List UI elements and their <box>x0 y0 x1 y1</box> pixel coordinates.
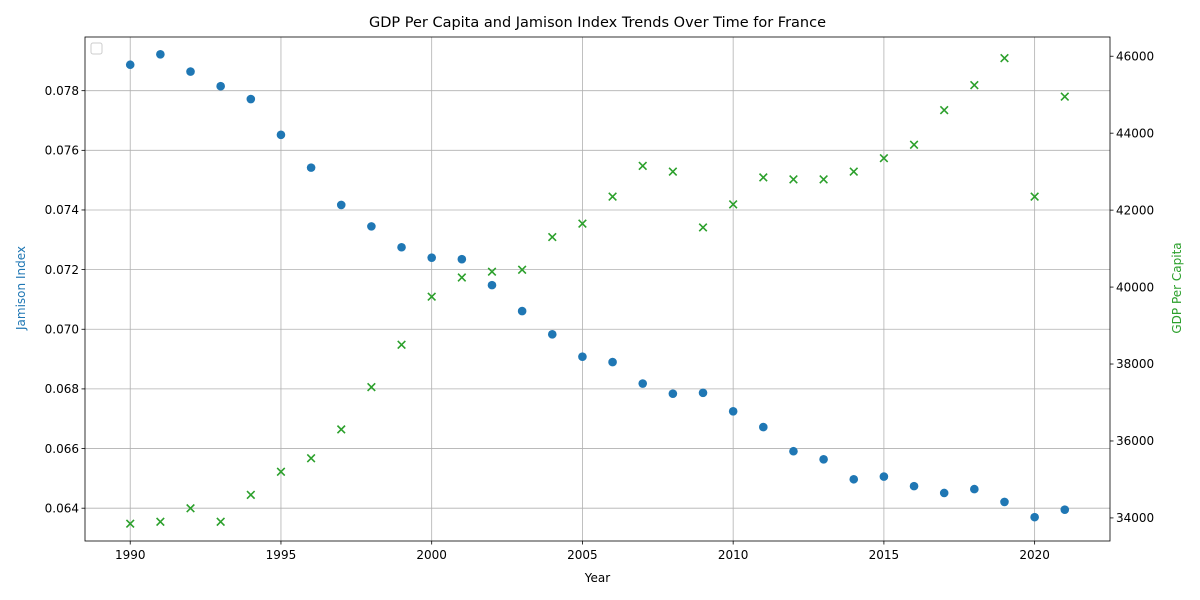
jamison-index-point <box>397 242 406 252</box>
jamison-index-point <box>487 280 497 290</box>
right-y-tick-label: 44000 <box>1116 126 1154 140</box>
grid <box>85 37 1110 541</box>
jamison-index-point <box>849 474 859 484</box>
gdp-per-capita-point <box>336 425 346 434</box>
left-y-tick-label: 0.074 <box>45 203 79 217</box>
jamison-index-point <box>156 49 165 59</box>
gdp-per-capita-point <box>608 192 617 202</box>
jamison-index-point <box>125 60 135 70</box>
gdp-per-capita-point <box>909 140 919 150</box>
gdp-per-capita-point <box>125 519 135 529</box>
jamison-index-point <box>970 484 979 494</box>
x-tick-label: 1995 <box>266 548 297 562</box>
gdp-per-capita-point <box>306 453 316 463</box>
gdp-per-capita-point <box>246 490 256 500</box>
jamison-index-point <box>789 446 798 456</box>
left-y-tick-label: 0.078 <box>45 84 79 98</box>
gdp-per-capita-point <box>879 153 889 163</box>
right-y-tick-label: 42000 <box>1116 203 1154 217</box>
jamison-index-point <box>547 330 557 339</box>
plot-frame <box>84 36 1111 542</box>
gdp-per-capita-point <box>969 80 979 90</box>
jamison-index-point <box>186 67 195 76</box>
gdp-per-capita-point <box>397 340 406 350</box>
left-y-tick-label: 0.070 <box>45 322 79 336</box>
jamison-index-point <box>1000 497 1009 507</box>
jamison-index-point <box>1030 512 1039 522</box>
right-y-tick-label: 38000 <box>1116 357 1154 371</box>
gdp-per-capita-point <box>939 105 949 115</box>
jamison-index-point <box>939 488 949 498</box>
jamison-index-point <box>759 422 768 432</box>
right-y-axis-title: GDP Per Capita <box>1170 242 1184 333</box>
gdp-per-capita-point <box>1030 192 1039 202</box>
gdp-per-capita-point <box>487 267 497 277</box>
gdp-per-capita-point <box>186 503 195 513</box>
gdp-per-capita-point <box>276 467 286 477</box>
jamison-index-point <box>909 481 919 491</box>
gdp-per-capita-point <box>789 174 798 184</box>
jamison-index-point <box>608 357 617 367</box>
jamison-index-point <box>336 200 346 210</box>
jamison-index-point <box>819 454 828 464</box>
jamison-index-point <box>578 352 587 361</box>
gdp-per-capita-point <box>758 173 768 182</box>
gdp-per-capita-point <box>216 517 226 527</box>
jamison-index-point <box>246 94 256 104</box>
jamison-index-point <box>306 163 316 172</box>
jamison-index-point <box>517 306 527 316</box>
gdp-per-capita-point <box>638 161 648 171</box>
x-tick-label: 2000 <box>416 548 447 562</box>
x-tick-label: 2020 <box>1019 548 1050 562</box>
gdp-per-capita-point <box>156 517 165 527</box>
jamison-index-point <box>427 253 436 262</box>
left-y-tick-label: 0.068 <box>45 382 79 396</box>
left-y-axis-title: Jamison Index <box>14 246 28 331</box>
gdp-per-capita-point <box>668 167 678 177</box>
right-y-tick-label: 46000 <box>1116 49 1154 63</box>
jamison-index-point <box>668 389 678 398</box>
jamison-index-point <box>457 254 467 264</box>
jamison-index-point <box>728 406 738 416</box>
gdp-per-capita-point <box>367 382 376 392</box>
gdp-per-capita-point <box>547 232 557 242</box>
jamison-index-point <box>638 379 648 388</box>
x-tick-label: 2005 <box>567 548 598 562</box>
left-y-tick-label: 0.076 <box>45 144 79 158</box>
jamison-index-point <box>1060 505 1070 514</box>
jamison-index-point <box>698 388 708 398</box>
gdp-per-capita-point <box>698 223 708 232</box>
axes: 0.064 0.066 0.068 0.070 0.072 0.074 0.076 0.078… <box>45 36 1154 562</box>
left-y-tick-label: 0.066 <box>45 442 79 456</box>
legend <box>90 42 103 55</box>
left-y-tick-label: 0.064 <box>45 501 79 515</box>
right-y-tick-label: 36000 <box>1116 434 1154 448</box>
right-y-tick-label: 40000 <box>1116 280 1154 294</box>
gdp-per-capita-point <box>427 292 437 302</box>
gdp-per-capita-point <box>728 199 738 209</box>
gdp-per-capita-point <box>578 219 587 228</box>
gdp-per-capita-point <box>517 265 527 275</box>
jamison-index-point <box>276 130 286 140</box>
x-tick-label: 2015 <box>869 548 900 562</box>
gdp-per-capita-point <box>457 273 467 282</box>
gdp-per-capita-point <box>819 174 828 184</box>
x-axis-title: Year <box>584 571 610 585</box>
gdp-per-capita-point <box>1000 53 1009 63</box>
x-tick-label: 1990 <box>115 548 146 562</box>
jamison-index-point <box>367 222 376 231</box>
jamison-index-point <box>216 81 225 91</box>
gdp-per-capita-point <box>849 167 859 177</box>
chart-title: GDP Per Capita and Jamison Index Trends … <box>369 15 826 31</box>
right-y-tick-label: 34000 <box>1116 511 1154 525</box>
data-points <box>125 49 1070 529</box>
x-tick-label: 2010 <box>718 548 749 562</box>
gdp-per-capita-point <box>1060 92 1070 101</box>
left-y-tick-label: 0.072 <box>45 263 79 277</box>
jamison-index-point <box>879 472 889 481</box>
